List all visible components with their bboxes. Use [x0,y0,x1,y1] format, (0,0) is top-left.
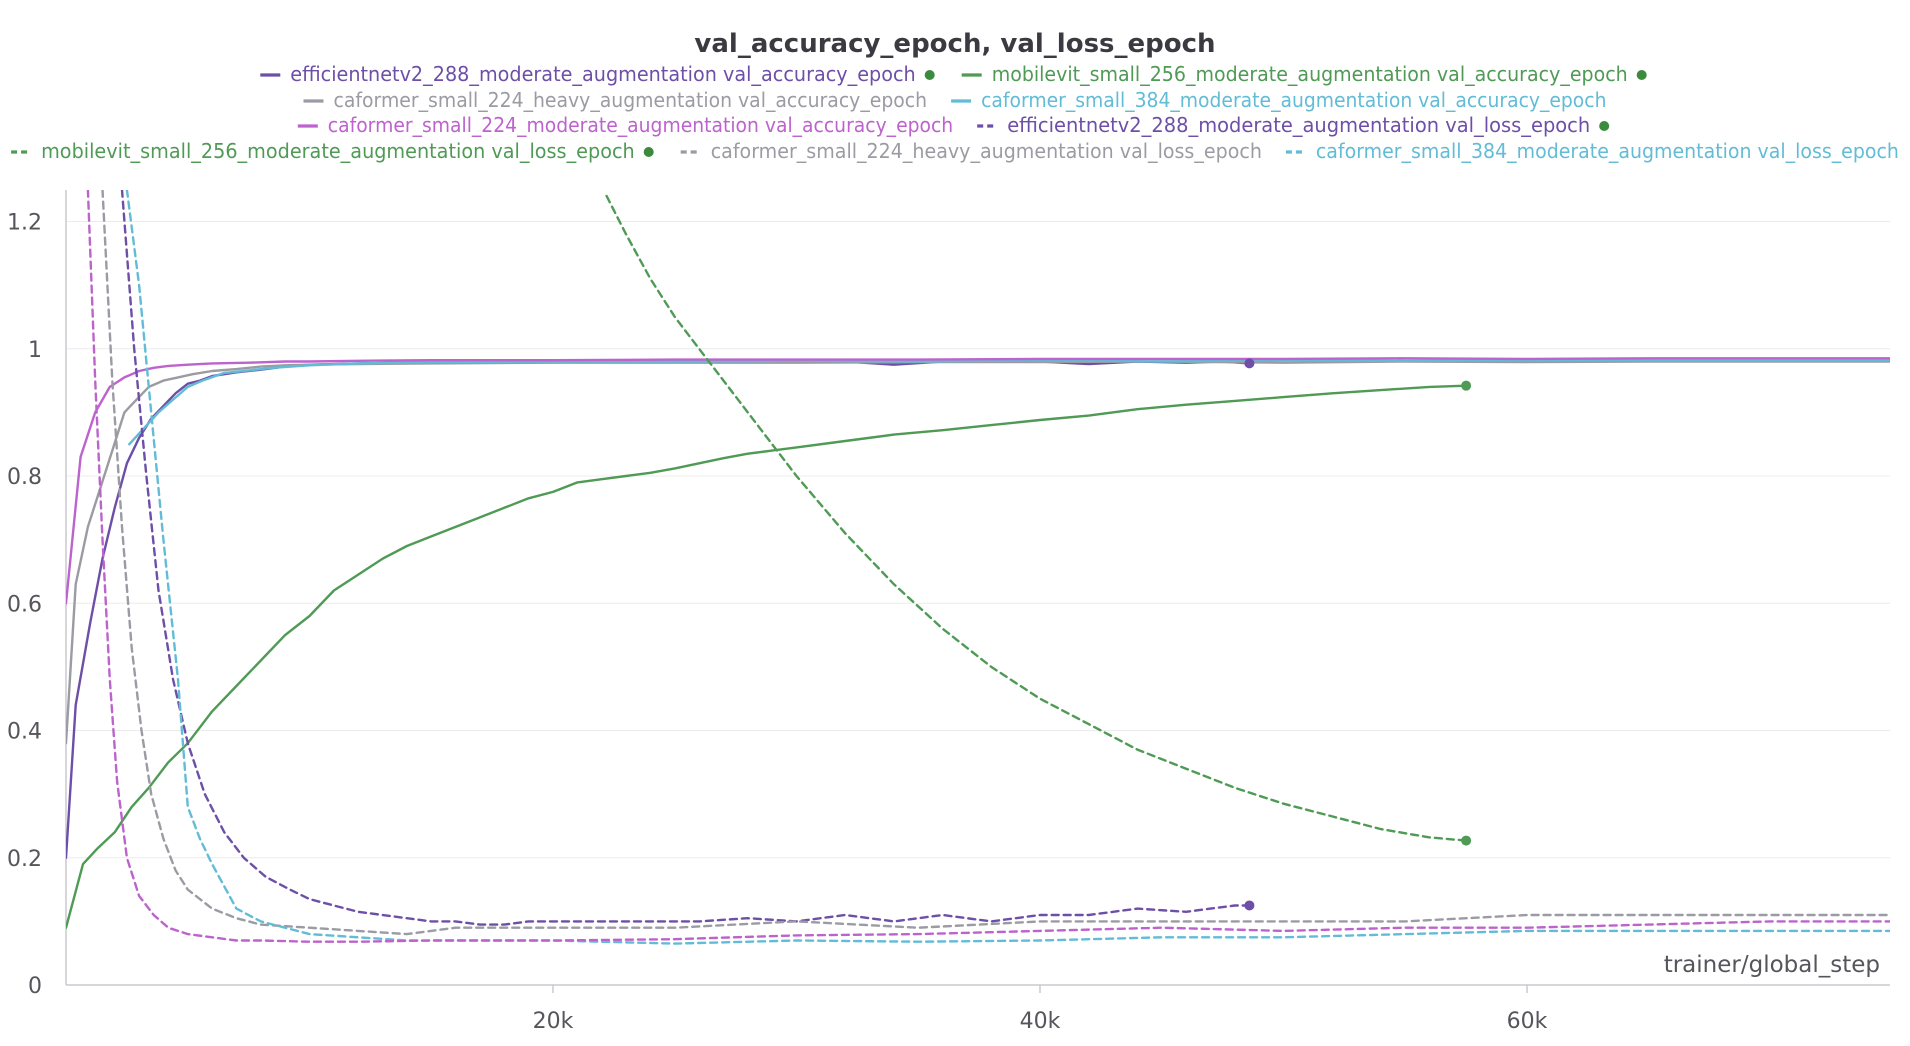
y-tick-label: 0.6 [7,592,42,617]
chart-title: val_accuracy_epoch, val_loss_epoch [694,29,1215,59]
y-tick-label: 1.2 [7,211,42,236]
grid [66,221,1890,859]
legend-label: efficientnetv2_288_moderate_augmentation… [290,62,915,86]
series-line-7[interactable] [101,190,1893,936]
legend-item[interactable]: caformer_small_384_moderate_augmentation… [951,88,1607,112]
legend[interactable]: efficientnetv2_288_moderate_augmentation… [11,62,1899,163]
y-tick-label: 1 [28,338,42,363]
x-tick-label: 40k [1020,1009,1061,1034]
series-line-8[interactable] [125,190,1892,945]
legend-item[interactable]: mobilevit_small_256_moderate_augmentatio… [11,139,654,163]
series-end-marker-1 [1461,380,1472,391]
series-line-5[interactable] [120,190,1251,926]
legend-label: mobilevit_small_256_moderate_augmentatio… [41,139,635,163]
series-line-2[interactable] [66,360,1892,745]
legend-label: caformer_small_384_moderate_augmentation… [981,88,1606,112]
legend-label: caformer_small_224_moderate_augmentation… [328,113,953,137]
x-tick-label: 60k [1507,1009,1548,1034]
legend-label: caformer_small_384_moderate_augmentation… [1316,139,1899,163]
legend-running-dot [1636,70,1647,80]
y-tick-label: 0 [28,974,42,999]
y-tick-label: 0.2 [7,847,42,872]
series-line-1[interactable] [66,384,1468,929]
series-end-marker-6 [1461,835,1472,846]
legend-running-dot [1599,121,1610,131]
series-line-3[interactable] [128,359,1892,446]
legend-label: efficientnetv2_288_moderate_augmentation… [1007,113,1590,137]
series-layer [66,190,1893,945]
x-axis-label: trainer/global_step [1664,952,1880,978]
x-tick-label: 20k [533,1009,574,1034]
legend-item[interactable]: efficientnetv2_288_moderate_augmentation… [260,62,935,86]
series-line-0[interactable] [66,360,1251,859]
legend-item[interactable]: efficientnetv2_288_moderate_augmentation… [977,113,1610,137]
legend-item[interactable]: caformer_small_224_heavy_augmentation va… [303,88,928,112]
y-tick-label: 0.8 [7,465,42,490]
series-end-marker-5 [1244,900,1255,911]
series-line-6[interactable] [605,194,1468,842]
legend-label: mobilevit_small_256_moderate_augmentatio… [992,62,1628,86]
series-line-4[interactable] [66,357,1892,605]
y-tick-label: 0.4 [7,720,42,745]
axes: 0 0.2 0.4 0.6 0.8 1 1.2 20k 40k 60k [7,190,1890,1034]
legend-item[interactable]: caformer_small_224_moderate_augmentation… [297,113,953,137]
legend-item[interactable]: mobilevit_small_256_moderate_augmentatio… [961,62,1647,86]
legend-running-dot [643,147,654,157]
series-end-marker-0 [1244,358,1255,369]
legend-label: caformer_small_224_heavy_augmentation va… [334,88,928,112]
legend-item[interactable]: caformer_small_224_heavy_augmentation va… [680,139,1262,163]
end-markers [1244,358,1472,911]
legend-label: caformer_small_224_heavy_augmentation va… [711,139,1262,163]
series-line-9[interactable] [86,190,1892,943]
legend-running-dot [924,70,935,80]
legend-item[interactable]: caformer_small_384_moderate_augmentation… [1285,139,1899,163]
